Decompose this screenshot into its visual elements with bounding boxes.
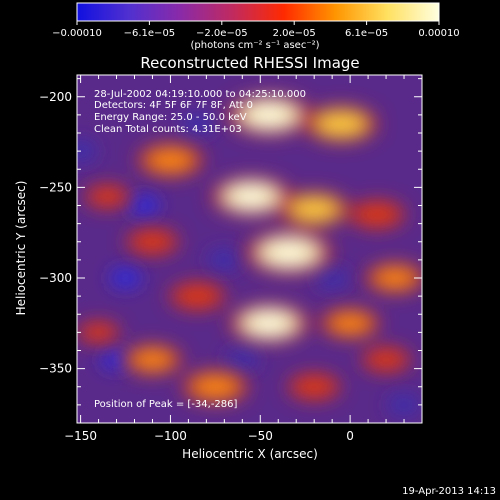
source-core [374, 268, 416, 288]
source-core [329, 313, 371, 334]
heatmap-layer [77, 93, 422, 415]
negative-blob [109, 268, 142, 288]
colorbar-tick-label: −0.00010 [52, 28, 102, 39]
negative-blob [208, 249, 241, 270]
x-tick-label: 0 [346, 429, 354, 443]
source-core [192, 375, 239, 398]
source-core [134, 232, 171, 251]
source-peak [257, 108, 282, 121]
colorbar-tick-label: 0.00010 [418, 28, 459, 39]
y-tick-label: −200 [39, 90, 72, 104]
footer-timestamp: 19-Apr-2013 14:13 [402, 486, 496, 497]
x-tick-label: −150 [64, 429, 97, 443]
y-tick-label: −250 [39, 180, 72, 194]
source-core [147, 149, 194, 172]
negative-blob [77, 141, 97, 162]
negative-emission-layer [77, 113, 421, 415]
negative-blob [181, 113, 214, 134]
colorbar-frame [76, 2, 440, 22]
source-peak [257, 317, 282, 330]
negative-blob [127, 195, 160, 216]
y-axis-label: Heliocentric Y (arcsec) [14, 181, 28, 316]
source-core [315, 111, 367, 136]
chart-title: Reconstructed RHESSI Image [140, 54, 359, 72]
source-core [132, 349, 173, 370]
peak-position-label: Position of Peak = [-34,-286] [94, 399, 238, 410]
x-tick-label: −50 [248, 429, 273, 443]
negative-blob [226, 349, 259, 370]
x-tick-label: −100 [154, 429, 187, 443]
negative-blob [388, 394, 421, 415]
annotation-clean-counts: Clean Total counts: 4.31E+03 [94, 124, 242, 135]
x-axis-ticks: −150 −100 −50 0 [64, 75, 423, 443]
colorbar-tick-label: 6.1e−05 [345, 28, 388, 39]
source-core [290, 197, 339, 221]
source-core [357, 205, 397, 225]
negative-blob [316, 268, 349, 288]
source-core [178, 286, 217, 306]
colorbar-tick-label: 2.0e−05 [273, 28, 316, 39]
y-axis-ticks: −200 −250 −300 −350 [39, 78, 422, 424]
colorbar [77, 3, 439, 21]
annotation-energy-range: Energy Range: 25.0 - 50.0 keV [94, 112, 247, 123]
source-core [369, 351, 403, 369]
source-core [296, 377, 333, 396]
positive-emission-layer [77, 93, 422, 404]
colorbar-tick-label: −6.1e−05 [124, 28, 176, 39]
colorbar-tick-label: −2.0e−05 [196, 28, 248, 39]
y-tick-label: −350 [39, 362, 72, 376]
source-peak [277, 246, 302, 259]
source-core [84, 324, 113, 340]
source-peak [239, 190, 264, 203]
y-tick-label: −300 [39, 271, 72, 285]
annotation-detectors: Detectors: 4F 5F 6F 7F 8F, Att 0 [94, 100, 253, 111]
colorbar-unit-label: (photons cm⁻² s⁻¹ asec⁻²) [190, 40, 319, 51]
plot-frame [76, 74, 423, 424]
annotation-time-range: 28-Jul-2002 04:19:10.000 to 04:25:10.000 [94, 89, 306, 100]
source-core [91, 188, 124, 205]
colorbar-ticks: −0.00010 −6.1e−05 −2.0e−05 2.0e−05 6.1e−05 0.… [52, 21, 460, 39]
x-axis-label: Heliocentric X (arcsec) [182, 447, 318, 461]
